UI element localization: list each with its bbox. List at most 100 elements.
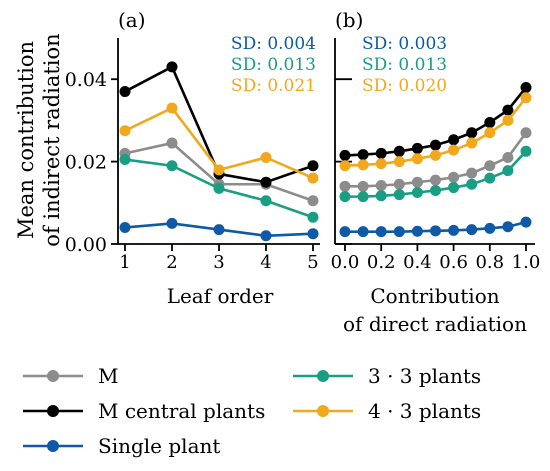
panel-a-point-4-3-plants: [307, 172, 319, 184]
panel-b-point-4-3-plants: [375, 158, 387, 170]
panel-b-x-tick-label: 0.2: [367, 252, 396, 273]
legend-label-single-plant: Single plant: [98, 434, 220, 458]
panel-b-point-3-3-plants: [502, 165, 514, 177]
legend-label-4-3-plants: 4 · 3 plants: [368, 399, 481, 423]
panel-a-y-tick-label: 0.02: [65, 152, 107, 174]
panel-b-point-m-central-plants: [339, 149, 351, 161]
panel-b-sd-annotation: SD: 0.020: [362, 76, 447, 96]
panel-b-point-3-3-plants: [357, 191, 369, 203]
y-axis-label-line2: of indirect radiation: [40, 33, 64, 246]
panel-b-point-3-3-plants: [411, 187, 423, 198]
panel-b-point-single-plant: [430, 225, 441, 237]
panel-b-x-tick-label: 0.0: [331, 252, 360, 273]
panel-a-point-single-plant: [307, 228, 319, 240]
panel-a-point-m: [166, 137, 178, 149]
panel-a-point-3-3-plants: [307, 211, 319, 223]
panel-b-point-3-3-plants: [520, 145, 532, 157]
panel-b-point-m: [448, 171, 460, 183]
panel-b-x-tick-label: 0.6: [439, 252, 468, 273]
panel-a: (a) Leaf order 0.00 0.02 0.04 1 2 3 4 5 SD: 0.…: [65, 8, 320, 308]
panel-b-point-single-plant: [520, 216, 532, 228]
panel-a-point-m: [307, 195, 319, 207]
panel-a-x-axis-label: Leaf order: [167, 284, 274, 308]
panel-b-point-3-3-plants: [484, 172, 496, 184]
panel-b-point-4-3-plants: [520, 92, 532, 104]
panel-b-point-m: [339, 180, 351, 192]
legend-marker-single-plant: [47, 440, 59, 452]
panel-b-point-4-3-plants: [502, 114, 514, 126]
panel-b-point-4-3-plants: [484, 127, 496, 139]
panel-b-point-4-3-plants: [411, 153, 423, 165]
panel-b-x-axis-label-line2: of direct radiation: [343, 312, 527, 336]
panel-b-point-single-plant: [375, 226, 387, 238]
panel-b-point-m: [393, 178, 405, 190]
legend-label-3-3-plants: 3 · 3 plants: [368, 364, 481, 388]
panel-a-point-3-3-plants: [166, 160, 178, 172]
panel-a-point-m-central-plants: [166, 61, 178, 73]
panel-b-sd-annotation: SD: 0.003: [362, 34, 447, 54]
panel-b-point-3-3-plants: [393, 189, 405, 201]
panel-b-point-m: [502, 151, 514, 163]
legend-marker-m-central-plants: [47, 405, 59, 417]
panel-b-x-axis-label-line1: Contribution: [370, 284, 499, 308]
panel-a-sd-annotation: SD: 0.004: [231, 34, 316, 54]
panel-a-sd-annotation: SD: 0.013: [231, 55, 316, 75]
panel-b-point-single-plant: [502, 221, 514, 233]
panel-a-x-tick-label: 5: [307, 252, 318, 273]
panel-b: (b) Contribution of direct radiation 0.0…: [331, 8, 541, 336]
panel-a-x-tick-label: 4: [260, 252, 271, 273]
panel-a-point-4-3-plants: [213, 164, 225, 176]
panel-a-y-tick-label: 0.00: [65, 234, 107, 256]
panel-b-point-m: [375, 179, 387, 191]
panel-a-point-4-3-plants: [260, 151, 272, 163]
panel-a-label: (a): [118, 8, 146, 32]
y-axis-label-line1: Mean contribution: [14, 41, 38, 239]
panel-a-sd-annotation: SD: 0.021: [231, 76, 316, 96]
panel-b-x-tick-label: 1.0: [512, 252, 541, 273]
panel-b-point-m-central-plants: [430, 139, 441, 151]
panel-b-point-single-plant: [484, 222, 496, 234]
panel-b-x-tick-label: 0.4: [403, 252, 432, 273]
panel-a-point-4-3-plants: [166, 102, 178, 114]
panel-b-point-m-central-plants: [520, 81, 532, 93]
legend-label-m: M: [98, 364, 118, 388]
panel-b-point-m-central-plants: [448, 134, 460, 146]
panel-b-point-3-3-plants: [375, 190, 387, 202]
panel-a-point-single-plant: [260, 230, 272, 242]
panel-a-point-single-plant: [213, 224, 225, 236]
panel-b-point-m: [484, 160, 496, 172]
panel-b-point-m: [520, 127, 532, 139]
panel-b-point-m-central-plants: [357, 149, 369, 161]
panel-b-point-m-central-plants: [411, 142, 423, 154]
panel-b-point-3-3-plants: [430, 184, 441, 196]
panel-b-point-m: [430, 174, 441, 186]
panel-a-point-m-central-plants: [260, 176, 272, 188]
panel-b-point-m-central-plants: [375, 147, 387, 159]
panel-a-point-single-plant: [166, 217, 178, 229]
panel-b-point-single-plant: [393, 226, 405, 238]
panel-a-point-3-3-plants: [119, 154, 131, 166]
panel-a-point-3-3-plants: [213, 182, 225, 194]
panel-b-point-3-3-plants: [466, 178, 478, 190]
panel-b-point-single-plant: [357, 226, 369, 238]
panel-a-x-tick-label: 3: [213, 252, 224, 273]
panel-b-point-single-plant: [339, 226, 351, 238]
panel-a-point-single-plant: [119, 222, 131, 234]
panel-b-point-4-3-plants: [393, 156, 405, 168]
panel-a-x-tick-label: 1: [119, 252, 130, 273]
panel-b-point-m-central-plants: [393, 145, 405, 157]
legend-marker-4-3-plants: [317, 405, 329, 417]
legend-marker-3-3-plants: [317, 370, 329, 382]
panel-a-point-4-3-plants: [119, 125, 131, 137]
panel-b-point-single-plant: [411, 225, 423, 237]
panel-b-point-3-3-plants: [448, 182, 460, 194]
panel-b-point-m: [411, 176, 423, 188]
panel-b-point-m: [357, 180, 369, 192]
legend-label-m-central-plants: M central plants: [98, 399, 265, 423]
panel-b-point-m-central-plants: [466, 127, 478, 139]
panel-a-x-tick-label: 2: [166, 252, 177, 273]
panel-a-point-m-central-plants: [119, 86, 131, 98]
panel-b-point-m: [466, 167, 478, 179]
panel-b-point-4-3-plants: [357, 159, 369, 171]
